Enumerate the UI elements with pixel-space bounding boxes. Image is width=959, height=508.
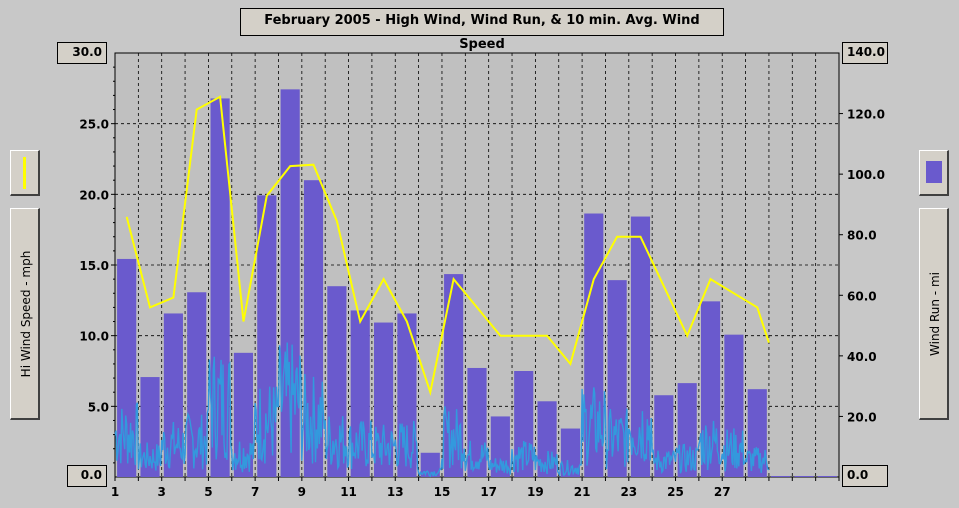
x-tick-label: 3	[158, 485, 166, 499]
left-tick-label: 25.0	[79, 118, 109, 132]
left-axis-min-label: 0.0	[80, 468, 102, 482]
left-axis-min-box: 0.0	[67, 465, 107, 487]
right-tick-label: 20.0	[847, 410, 877, 424]
right-tick-label: 100.0	[847, 168, 885, 182]
x-tick-label: 23	[620, 485, 637, 499]
axis-ticks: 5.010.015.020.025.020.040.060.080.0100.0…	[79, 66, 885, 499]
x-tick-label: 1	[111, 485, 119, 499]
x-tick-label: 13	[387, 485, 404, 499]
wind-run-bar	[233, 352, 254, 477]
wind-run-bar	[560, 428, 580, 477]
yellow-line-swatch-icon	[23, 157, 26, 189]
hi-wind-line	[125, 95, 770, 397]
wind-run-bar	[420, 452, 440, 477]
wind-run-bar	[724, 334, 744, 477]
left-tick-label: 20.0	[79, 188, 109, 202]
right-tick-label: 40.0	[847, 350, 877, 364]
chart-title: February 2005 - High Wind, Wind Run, & 1…	[240, 8, 724, 52]
left-axis-max-box: 30.0	[57, 42, 107, 64]
x-tick-label: 27	[714, 485, 731, 499]
wind-run-bar	[257, 195, 277, 478]
wind-run-bar	[584, 213, 604, 477]
right-axis-max-label: 140.0	[847, 45, 885, 59]
left-axis-label-box: Hi Wind Speed - mph	[10, 208, 40, 420]
x-tick-label: 21	[574, 485, 591, 499]
wind-run-bar	[140, 377, 160, 477]
avg-speed-polyline	[114, 342, 770, 478]
x-tick-label: 17	[480, 485, 497, 499]
right-axis-min-label: 0.0	[847, 468, 869, 482]
x-tick-label: 5	[204, 485, 212, 499]
x-tick-label: 25	[667, 485, 684, 499]
right-tick-label: 80.0	[847, 229, 877, 243]
left-legend-box	[10, 150, 40, 196]
left-tick-label: 5.0	[88, 400, 109, 414]
wind-run-bar	[630, 216, 651, 478]
left-axis-max-label: 30.0	[72, 45, 102, 59]
wind-run-bar-empty	[817, 476, 837, 477]
right-legend-box	[919, 150, 949, 196]
hi-wind-polyline	[125, 95, 770, 397]
x-tick-label: 9	[298, 485, 306, 499]
blue-bar-swatch-icon	[926, 161, 942, 183]
right-tick-label: 120.0	[847, 108, 885, 122]
wind-run-bar	[607, 280, 627, 477]
x-tick-label: 7	[251, 485, 259, 499]
left-tick-label: 15.0	[79, 259, 109, 273]
x-tick-label: 11	[340, 485, 357, 499]
wind-run-bar	[303, 180, 324, 477]
right-axis-max-box: 140.0	[842, 42, 888, 64]
wind-run-bar-empty	[771, 476, 791, 477]
left-tick-label: 10.0	[79, 330, 109, 344]
wind-run-bar-empty	[794, 476, 814, 477]
x-tick-label: 19	[527, 485, 544, 499]
right-axis-label-box: Wind Run - mi	[919, 208, 949, 420]
avg-speed-trace	[114, 342, 770, 478]
right-axis-min-box: 0.0	[842, 465, 888, 487]
right-tick-label: 60.0	[847, 289, 877, 303]
x-tick-label: 15	[434, 485, 451, 499]
